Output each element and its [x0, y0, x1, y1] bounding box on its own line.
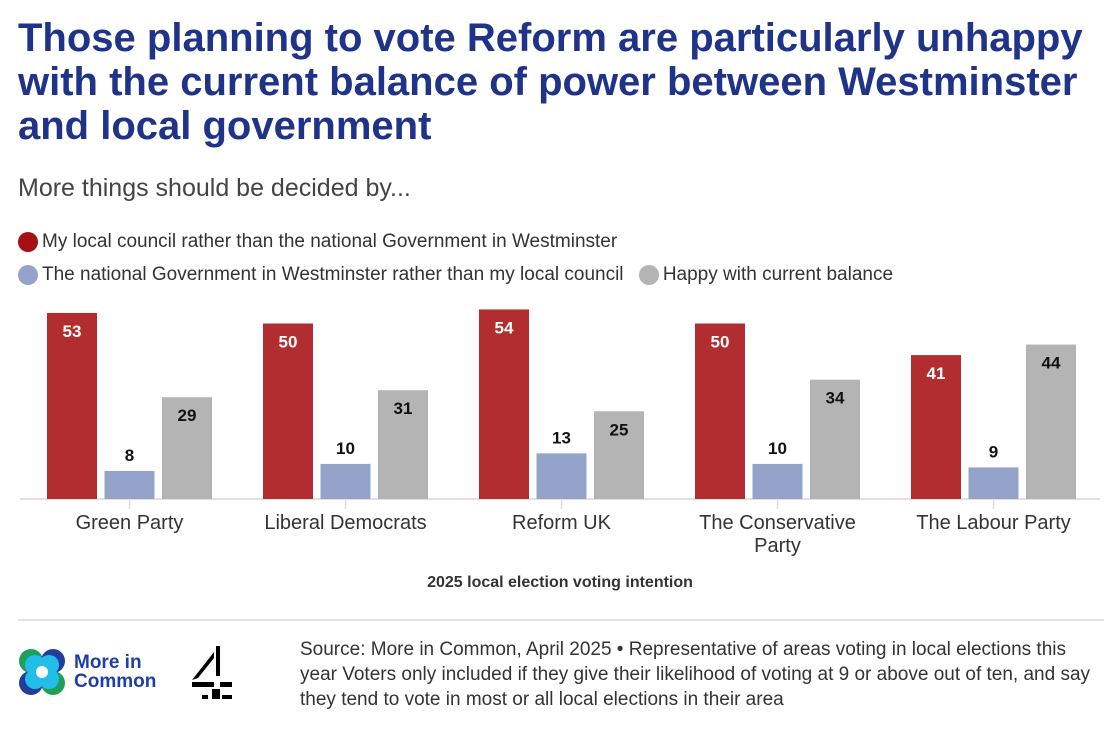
bar: [594, 411, 644, 499]
channel-4-logo: [192, 646, 232, 699]
data-label: 44: [1042, 354, 1061, 373]
bar: [47, 312, 97, 499]
bar: [1026, 344, 1076, 499]
data-label: 54: [495, 318, 514, 337]
x-tick-label: Reform UK: [512, 512, 612, 534]
bar: [378, 390, 428, 499]
data-label: 34: [826, 389, 845, 408]
chart-subtitle: More things should be decided by...: [18, 174, 411, 202]
legend: My local council rather than the nationa…: [18, 228, 903, 294]
data-label: 50: [279, 333, 298, 352]
data-label: 25: [610, 420, 629, 439]
data-label: 10: [336, 439, 355, 458]
x-tick-label: Party: [754, 535, 801, 557]
data-label: 53: [63, 322, 82, 341]
bar: [479, 309, 529, 499]
x-tick-label: The Labour Party: [916, 512, 1071, 534]
divider: [18, 619, 1104, 621]
legend-swatch-national: [18, 265, 38, 285]
bar: [320, 463, 371, 499]
legend-label: The national Government in Westminster r…: [42, 264, 624, 285]
legend-item-local: My local council rather than the nationa…: [18, 228, 617, 256]
data-label: 31: [394, 399, 413, 418]
source-note: Source: More in Common, April 2025 • Rep…: [300, 639, 1091, 710]
data-label: 9: [989, 442, 998, 461]
bar: [911, 355, 961, 499]
bar-chart: 53 8 29 Green Party 50 10 31 Liberal Democrats 5…: [20, 309, 1100, 591]
x-tick-label: Green Party: [76, 512, 184, 534]
x-axis-label: 2025 local election voting intention: [427, 574, 693, 591]
data-label: 50: [711, 333, 730, 352]
legend-item-national: The national Government in Westminster r…: [18, 261, 624, 289]
x-tick-label: Liberal Democrats: [264, 512, 426, 534]
bar: [104, 470, 155, 499]
bar: [810, 379, 860, 499]
data-label: 13: [552, 428, 571, 447]
legend-label: My local council rather than the nationa…: [42, 231, 618, 252]
data-label: 8: [125, 446, 134, 465]
more-in-common-logo: More in Common: [18, 648, 157, 696]
data-label: 41: [927, 364, 946, 383]
bar: [536, 453, 587, 499]
bar: [162, 397, 212, 499]
legend-swatch-balance: [638, 265, 659, 285]
chart-title: Those planning to vote Reform are partic…: [18, 16, 1083, 148]
bar: [695, 323, 745, 499]
data-label: 29: [178, 406, 197, 425]
x-tick-label: The Conservative: [699, 512, 856, 534]
legend-label: Happy with current balance: [662, 264, 894, 285]
data-label: 10: [768, 439, 787, 458]
bar: [752, 463, 803, 499]
legend-item-balance: Happy with current balance: [638, 261, 894, 289]
bar: [968, 467, 1019, 499]
legend-swatch-local: [18, 232, 38, 252]
bar: [263, 323, 313, 499]
logo-text: More in Common: [74, 652, 157, 692]
more-in-common-logo-icon: [19, 649, 65, 695]
